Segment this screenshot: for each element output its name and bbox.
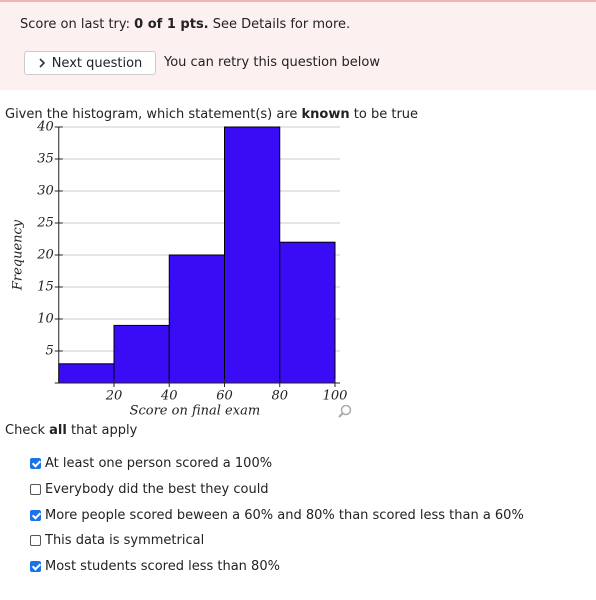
y-tick-label: 15 — [37, 280, 54, 295]
button-label: Next question — [51, 55, 143, 71]
y-tick-label: 20 — [36, 248, 54, 263]
question-bold: known — [301, 107, 350, 122]
x-tick-label: 80 — [271, 389, 288, 404]
x-tick-label: 60 — [216, 389, 233, 404]
question-after: to be true — [353, 107, 419, 122]
x-tick-label: 40 — [160, 389, 178, 404]
y-axis-title: Frequency — [11, 219, 26, 291]
checkbox[interactable] — [30, 535, 41, 547]
score-value: 0 of 1 pts. — [134, 17, 209, 32]
score-line: Score on last try: 0 of 1 pts. See Detai… — [20, 17, 350, 32]
option-label: At least one person scored a 100% — [45, 456, 273, 471]
y-tick-label: 5 — [45, 344, 53, 359]
x-axis-title: Score on final exam — [130, 404, 261, 419]
zoom-icon[interactable] — [338, 404, 352, 418]
question-text: Given the histogram, which statement(s) … — [5, 107, 418, 122]
instruction-text: Check all that apply — [5, 423, 137, 438]
retry-note: You can retry this question below — [164, 55, 380, 70]
question-before: Given the histogram, which statement(s) … — [5, 107, 298, 122]
score-banner: Score on last try: 0 of 1 pts. See Detai… — [0, 0, 596, 90]
y-tick-label: 25 — [36, 216, 54, 231]
bar — [168, 254, 225, 384]
y-tick-label: 40 — [36, 120, 54, 135]
bar — [113, 324, 170, 384]
option: This data is symmetrical — [30, 533, 204, 548]
option-label: More people scored beween a 60% and 80% … — [45, 507, 524, 523]
histogram-chart: 5 10 15 20 25 30 35 40 20 40 60 80 100 Score on final… — [11, 120, 352, 419]
option-label: Most students scored less than 80% — [45, 559, 280, 575]
instruction-bold: all — [49, 423, 67, 438]
checkbox[interactable] — [30, 509, 41, 521]
score-prefix: Score on last try: — [20, 17, 131, 32]
bar — [58, 363, 115, 384]
instruction-after: that apply — [70, 423, 138, 438]
checkbox[interactable] — [30, 483, 41, 495]
option: More people scored beween a 60% and 80% … — [30, 508, 524, 523]
option: Most students scored less than 80% — [30, 559, 280, 574]
checkbox[interactable] — [30, 458, 41, 469]
instruction-before: Check — [5, 423, 45, 438]
option: At least one person scored a 100% — [30, 456, 272, 471]
y-tick-label: 10 — [37, 312, 54, 327]
y-tick-label: 35 — [37, 152, 54, 167]
score-suffix: See Details for more. — [212, 17, 351, 32]
bar — [224, 126, 281, 384]
option-label: This data is symmetrical — [45, 533, 205, 549]
next-question-button[interactable]: Next question — [24, 51, 156, 75]
chevron-icon — [39, 58, 45, 68]
checkbox[interactable] — [30, 561, 41, 573]
x-tick-label: 100 — [323, 389, 348, 404]
bar — [279, 241, 336, 384]
option: Everybody did the best they could — [30, 482, 269, 497]
option-label: Everybody did the best they could — [45, 481, 269, 497]
x-tick-label: 20 — [105, 389, 123, 404]
y-tick-label: 30 — [37, 184, 54, 199]
